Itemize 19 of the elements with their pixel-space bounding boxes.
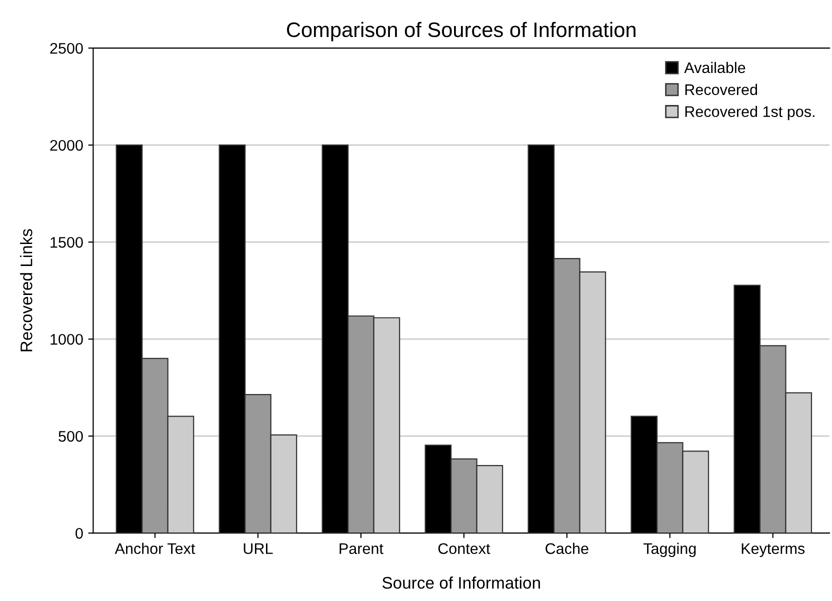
x-tick-label: Parent (340, 543, 384, 554)
y-tick-label: 500 (58, 430, 83, 442)
chart-title: Comparison of Sources of Information (286, 22, 636, 42)
y-tick-label: 2500 (50, 42, 83, 54)
x-tick-label: Cache (546, 542, 588, 554)
x-tick-label: Context (438, 543, 490, 554)
y-tick-label: 1500 (50, 236, 83, 248)
y-tick-label: 2000 (50, 140, 83, 151)
y-tick-label: 1000 (50, 334, 83, 345)
x-tick-label: URL (244, 543, 273, 554)
legend-label: Recovered 1st pos. (685, 106, 814, 120)
x-axis-title: Source of Information (382, 576, 540, 589)
x-tick-label: Anchor Text (114, 542, 196, 554)
legend-label: Recovered (685, 84, 758, 96)
x-tick-label: Tagging (643, 542, 696, 558)
x-tick-label: Keyterms (742, 543, 805, 558)
legend-label: Available (684, 62, 746, 74)
y-tick-label: 0 (76, 528, 83, 539)
y-axis-title: Recovered Links (20, 229, 32, 352)
